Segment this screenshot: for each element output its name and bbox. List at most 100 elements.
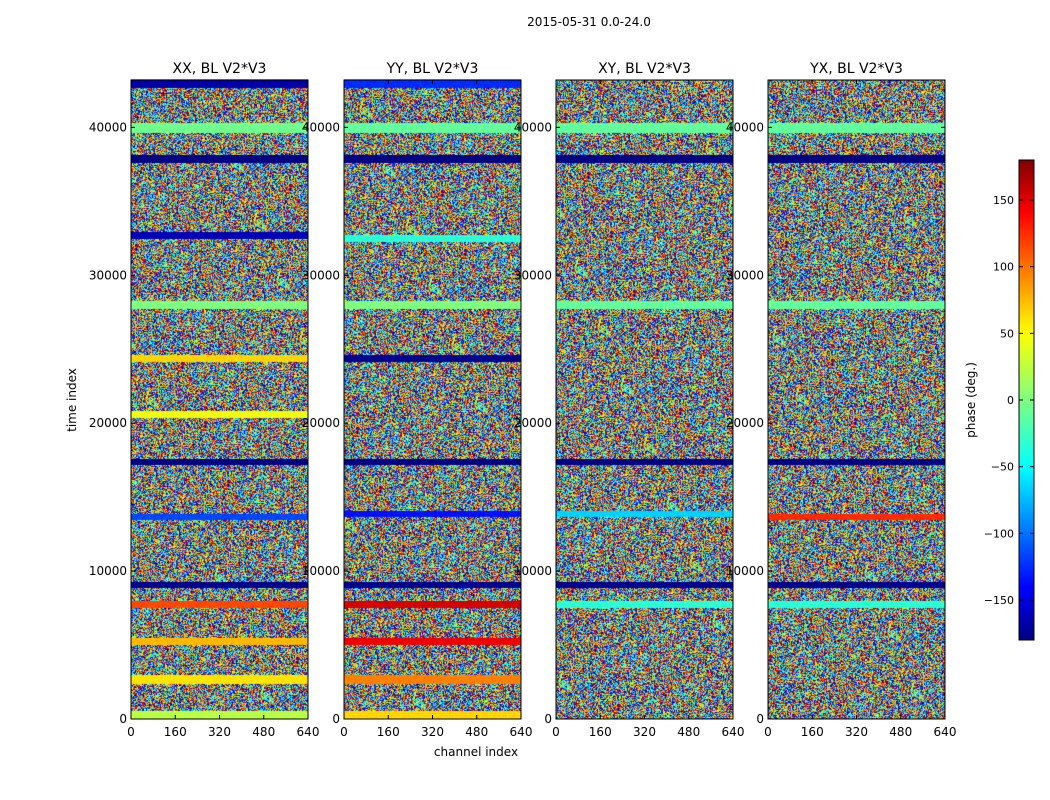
- band-2-5: [556, 582, 733, 587]
- band-3-6: [768, 601, 945, 607]
- band-0-11: [131, 638, 308, 644]
- colorbar-tick-label-3: 0: [1007, 394, 1014, 407]
- colorbar-tick-label-0: 150: [993, 194, 1014, 207]
- x-tick-label-3-3: 480: [889, 725, 912, 739]
- heatmap-image-0: [131, 80, 308, 719]
- y-tick-label-3-1: 10000: [726, 564, 764, 578]
- band-0-5: [131, 355, 308, 361]
- y-tick-label-0-3: 30000: [89, 268, 127, 282]
- band-1-12: [344, 711, 521, 718]
- colorbar-tick-label-4: −50: [991, 461, 1014, 474]
- panel-3: YX, BL V2*V3 0 160 320 480 640 0 10000 20000 3000…: [726, 61, 957, 739]
- band-1-7: [344, 511, 521, 516]
- x-tick-label-1-1: 160: [377, 725, 400, 739]
- band-2-6: [556, 601, 733, 607]
- band-0-2: [131, 155, 308, 162]
- x-tick-label-0-3: 480: [252, 725, 275, 739]
- y-tick-label-0-2: 20000: [89, 416, 127, 430]
- band-2-2: [556, 301, 733, 308]
- panel-0: XX, BL V2*V3 0 160 320 480 640 0 10000 20000 3000…: [89, 61, 320, 739]
- y-axis-label: time index: [65, 368, 79, 432]
- y-tick-label-2-1: 10000: [514, 564, 552, 578]
- band-3-1: [768, 155, 945, 162]
- x-tick-label-3-4: 640: [934, 725, 957, 739]
- y-tick-label-1-3: 30000: [302, 268, 340, 282]
- colorbar-label: phase (deg.): [964, 362, 978, 438]
- band-2-1: [556, 155, 733, 162]
- y-tick-label-0-0: 0: [119, 712, 127, 726]
- band-0-12: [131, 675, 308, 683]
- heatmap-image-1: [344, 80, 521, 719]
- band-3-2: [768, 301, 945, 308]
- x-tick-label-3-0: 0: [764, 725, 772, 739]
- x-tick-label-0-0: 0: [127, 725, 135, 739]
- panel-title-2: XY, BL V2*V3: [598, 61, 691, 77]
- x-tick-label-1-2: 320: [421, 725, 444, 739]
- colorbar-tick-label-5: −100: [984, 527, 1014, 540]
- colorbar-tick-label-1: 100: [993, 261, 1014, 274]
- band-0-8: [131, 514, 308, 519]
- y-tick-label-1-2: 20000: [302, 416, 340, 430]
- y-tick-label-2-2: 20000: [514, 416, 552, 430]
- band-1-11: [344, 675, 521, 683]
- band-0-7: [131, 459, 308, 464]
- x-tick-label-2-2: 320: [633, 725, 656, 739]
- x-tick-label-0-2: 320: [208, 725, 231, 739]
- band-0-3: [131, 232, 308, 238]
- x-tick-label-2-0: 0: [552, 725, 560, 739]
- x-tick-label-1-3: 480: [465, 725, 488, 739]
- y-tick-label-0-4: 40000: [89, 120, 127, 134]
- band-3-3: [768, 459, 945, 464]
- x-tick-label-1-0: 0: [340, 725, 348, 739]
- x-tick-label-2-1: 160: [589, 725, 612, 739]
- band-2-0: [556, 123, 733, 132]
- y-tick-label-3-3: 30000: [726, 268, 764, 282]
- y-tick-label-1-1: 10000: [302, 564, 340, 578]
- band-3-5: [768, 582, 945, 587]
- band-1-10: [344, 638, 521, 644]
- x-tick-label-0-4: 640: [297, 725, 320, 739]
- figure-suptitle: 2015-05-31 0.0-24.0: [527, 15, 651, 29]
- panel-2: XY, BL V2*V3 0 160 320 480 640 0 10000 20000 3000…: [514, 61, 745, 739]
- y-tick-label-1-4: 40000: [302, 120, 340, 134]
- x-tick-label-0-1: 160: [164, 725, 187, 739]
- band-3-4: [768, 514, 945, 519]
- band-1-5: [344, 355, 521, 361]
- band-1-2: [344, 155, 521, 162]
- band-0-9: [131, 582, 308, 587]
- band-1-9: [344, 601, 521, 607]
- band-0-1: [131, 123, 308, 132]
- x-tick-label-1-4: 640: [510, 725, 533, 739]
- panel-1: YY, BL V2*V3 0 160 320 480 640 0 10000 20000 3000…: [302, 61, 533, 739]
- colorbar-tick-label-6: −150: [984, 594, 1014, 607]
- colorbar: 150 100 50 0 −50 −100 −150 phase (deg.): [964, 159, 1035, 641]
- band-0-4: [131, 301, 308, 308]
- band-1-6: [344, 459, 521, 464]
- band-1-8: [344, 582, 521, 587]
- band-1-3: [344, 235, 521, 241]
- x-tick-label-2-3: 480: [677, 725, 700, 739]
- band-3-0: [768, 123, 945, 132]
- band-1-4: [344, 301, 521, 308]
- band-0-6: [131, 411, 308, 417]
- heatmap-image-3: [768, 80, 945, 719]
- band-1-1: [344, 123, 521, 132]
- colorbar-tick-label-2: 50: [1000, 327, 1014, 340]
- x-tick-label-3-2: 320: [845, 725, 868, 739]
- panel-title-0: XX, BL V2*V3: [173, 61, 267, 77]
- x-tick-label-2-4: 640: [722, 725, 745, 739]
- x-tick-label-3-1: 160: [801, 725, 824, 739]
- panel-title-1: YY, BL V2*V3: [386, 61, 479, 77]
- y-tick-label-1-0: 0: [332, 712, 340, 726]
- y-tick-label-0-1: 10000: [89, 564, 127, 578]
- y-tick-label-2-0: 0: [544, 712, 552, 726]
- y-tick-label-3-0: 0: [756, 712, 764, 726]
- x-axis-label: channel index: [434, 745, 518, 759]
- y-tick-label-2-4: 40000: [514, 120, 552, 134]
- band-0-10: [131, 601, 308, 607]
- y-tick-label-3-2: 20000: [726, 416, 764, 430]
- heatmap-image-2: [556, 80, 733, 719]
- band-0-13: [131, 711, 308, 718]
- y-tick-label-2-3: 30000: [514, 268, 552, 282]
